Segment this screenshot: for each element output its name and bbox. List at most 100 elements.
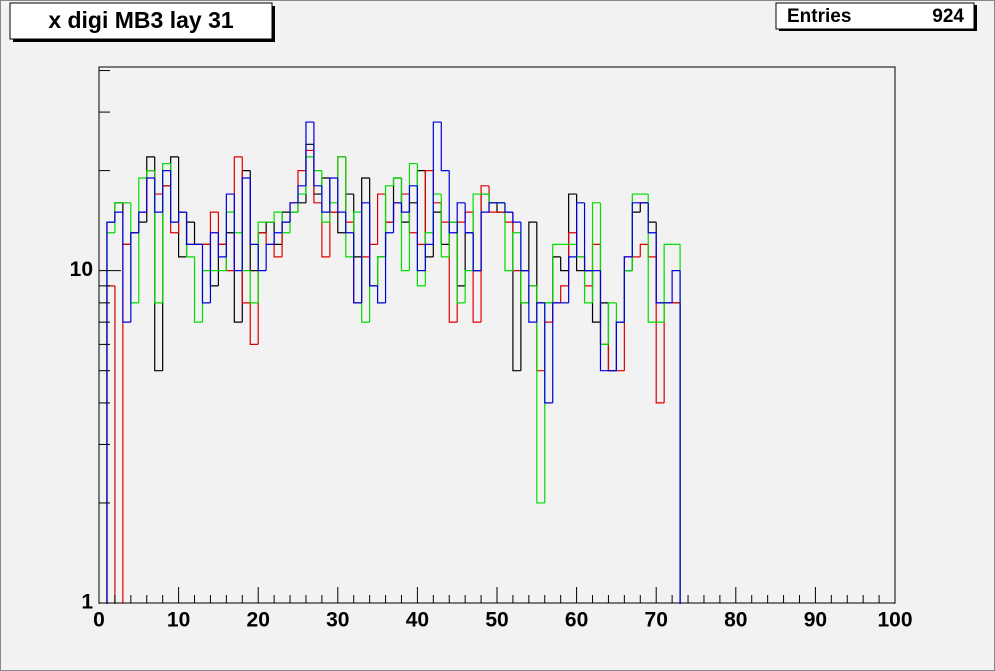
histogram-bin [178,156,187,258]
histogram-bin [297,185,306,203]
histogram-bin [560,256,569,272]
histogram-bin [289,202,298,223]
histogram-bin [392,202,402,233]
histogram-bin [520,222,529,272]
histogram-bin [345,156,354,258]
histogram-bin [273,211,283,223]
histogram-bin [273,232,283,245]
histogram-bin [552,243,561,303]
histogram-bin [440,194,450,258]
histogram-bin [639,243,649,257]
histogram-bin [146,170,155,179]
histogram-bin [400,202,410,213]
histogram-bin [337,178,346,213]
histogram-bin [464,202,474,234]
histogram-bin [265,243,275,271]
histogram-bin [249,178,259,245]
y-tick-label: 1 [81,591,93,614]
histogram-bin [313,122,322,187]
x-tick-label: 50 [485,609,508,632]
histogram-bin [257,244,267,272]
histogram-bin [408,162,418,271]
x-tick-label: 80 [724,609,747,632]
histogram-bin [154,170,163,304]
chart-title: x digi MB3 lay 31 [48,7,234,33]
histogram-bin [583,256,593,304]
histogram-bin [257,221,267,303]
histogram-bin [170,170,179,223]
histogram-bin [528,221,537,271]
histogram-bin [512,212,521,223]
histogram-bin [504,202,513,213]
histogram-bin [623,256,633,323]
histogram-bin [552,302,561,403]
histogram-bin [281,221,291,233]
histogram-bin [122,212,131,323]
histogram-bin [384,232,394,303]
x-tick-label: 10 [167,609,190,632]
histogram-bin [671,270,681,303]
histogram-bin [504,202,513,272]
x-tick-label: 70 [645,609,668,632]
histogram-bin [416,185,426,272]
histogram-bin [472,232,482,272]
histogram-bin [369,202,378,287]
histogram-bin [185,212,195,245]
histogram-bin [217,232,227,258]
histogram-bin [480,211,490,271]
histogram-bin [114,202,123,233]
histogram-bin [392,177,402,186]
histogram-bin [544,302,553,404]
histogram-bin [209,232,219,303]
x-tick-label: 100 [877,609,912,632]
histogram-bin [377,285,386,304]
histogram-bin [233,194,243,272]
histogram-bin [225,193,235,257]
histogram-bin [488,202,497,213]
histogram-bin [337,212,346,234]
title-box [9,2,273,40]
histogram-bin [361,202,370,303]
histogram-bin [631,202,641,257]
histogram-bin [576,202,585,257]
x-tick-label: 20 [247,609,270,632]
histogram-bin [193,256,203,323]
histogram-bin [353,232,362,304]
histogram-bin [329,177,338,213]
x-tick-label: 30 [326,609,349,632]
histogram-bin [647,194,657,323]
stats-label: Entries [787,6,851,27]
histogram-bin [448,170,458,234]
histogram-bin [591,202,601,303]
histogram-bin [241,177,251,271]
histogram-bin [560,285,569,303]
x-tick-label: 40 [406,609,429,632]
histogram-bin [536,285,545,504]
histogram-bin [599,270,609,372]
stats-box [775,2,975,30]
x-tick-label: 90 [804,609,827,632]
histogram-bin [647,202,657,234]
histogram-bin [178,211,187,223]
histogram-bin [138,211,147,233]
histogram-bin [249,302,259,345]
histogram-bin [130,232,139,323]
x-tick-label: 60 [565,609,588,632]
histogram-bin [377,256,386,286]
histogram-bin [456,222,466,304]
histogram-bin [321,185,330,213]
histogram-bin [432,121,442,245]
histogram-bin [607,302,617,345]
histogram-bin [456,202,466,233]
histogram-bin [528,270,537,323]
histogram-bin [480,185,490,323]
histogram-bin [536,302,545,323]
histogram-bin [615,321,625,371]
y-tick-label: 10 [70,258,93,281]
histogram-bin [345,212,354,234]
histogram-bin [679,270,681,604]
stats-value: 924 [932,6,964,27]
histogram-bin [583,202,593,272]
histogram-bin [424,243,434,271]
